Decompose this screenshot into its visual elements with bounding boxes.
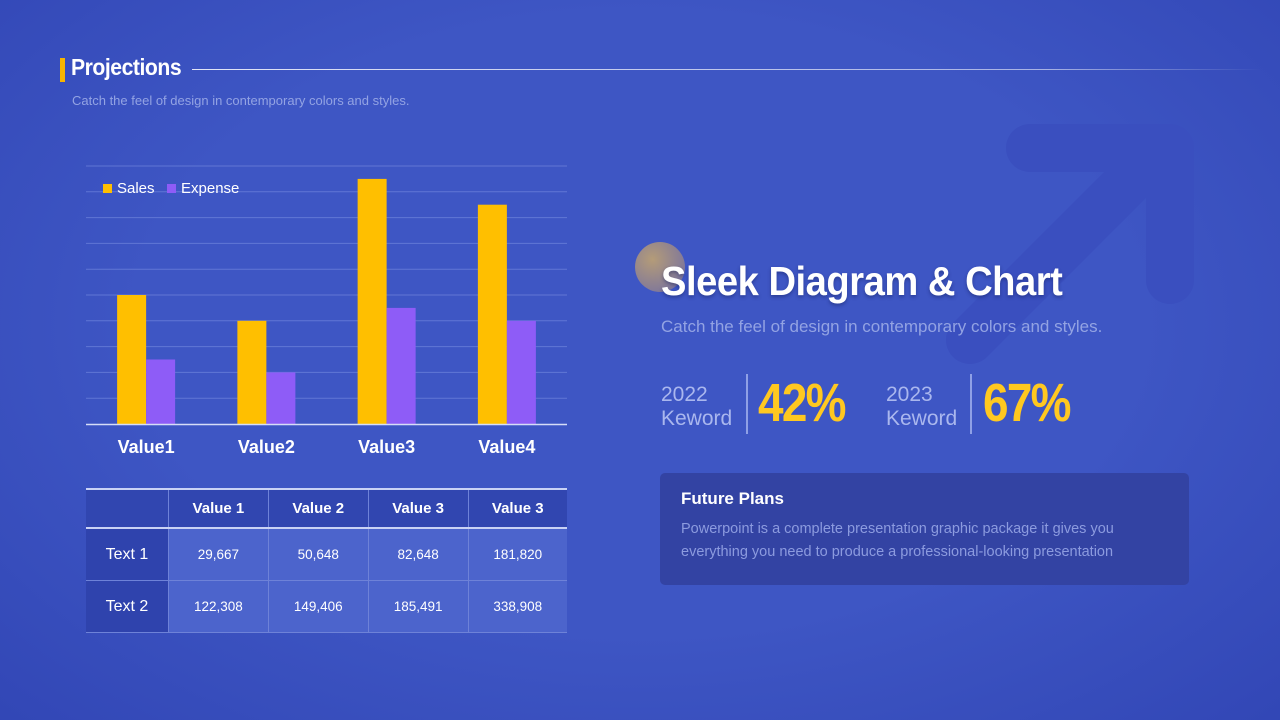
hero-subtitle: Catch the feel of design in contemporary… [661, 317, 1103, 336]
table-cell: 29,667 [167, 527, 269, 581]
table-header-row: Value 1 Value 2 Value 3 Value 3 [86, 488, 567, 529]
bar-expense-value4 [506, 320, 536, 424]
table-header-cell: Value 3 [467, 488, 567, 529]
x-tick-label: Value1 [118, 437, 175, 457]
bar-sales-value2 [237, 320, 267, 424]
table-cell: 82,648 [367, 527, 469, 581]
table-header-cell: Value 1 [167, 488, 269, 529]
page-title: Projections [71, 54, 182, 80]
table-row-label: Text 1 [86, 527, 169, 581]
stat-percentage: 67% [983, 373, 1071, 433]
stat-year-2022: 2022 Keword [661, 383, 732, 431]
stat-year: 2023 [886, 383, 933, 406]
table-row-label: Text 2 [86, 580, 169, 633]
legend-swatch-sales [103, 184, 112, 193]
legend-label-expense: Expense [181, 180, 240, 197]
bar-expense-value3 [386, 307, 416, 424]
stat-year: 2022 [661, 383, 708, 406]
future-plans-card: Future Plans Powerpoint is a complete pr… [660, 473, 1189, 585]
stat-label: Keword [886, 407, 958, 430]
table-cell: 185,491 [367, 580, 469, 633]
table-row: Text 2 122,308 149,406 185,491 338,908 [86, 580, 567, 633]
arrow-up-right-icon [946, 124, 1194, 364]
table-header-cell: Value 3 [367, 488, 469, 529]
x-tick-label: Value2 [238, 437, 295, 457]
page-subtitle: Catch the feel of design in contemporary… [72, 93, 410, 108]
legend-item-expense: Expense [167, 180, 239, 197]
title-divider-line [192, 69, 1262, 70]
table-cell: 50,648 [267, 527, 369, 581]
stat-year-2023: 2023 Keword [886, 383, 957, 431]
bar-sales-value3 [357, 178, 387, 424]
stat-divider [746, 374, 748, 434]
legend-item-sales: Sales [103, 180, 155, 197]
bar-chart: Value1 Value2 Value3 Value4 [86, 165, 567, 457]
legend-label-sales: Sales [117, 180, 155, 197]
table-cell: 338,908 [467, 580, 567, 633]
table-header-cell [86, 488, 169, 529]
title-accent-bar [60, 58, 65, 82]
bar-sales-value4 [477, 204, 507, 424]
table-cell: 149,406 [267, 580, 369, 633]
stat-label: Keword [661, 407, 733, 430]
table-cell: 122,308 [167, 580, 269, 633]
hero-title: Sleek Diagram & Chart [661, 258, 1063, 304]
data-table: Value 1 Value 2 Value 3 Value 3 Text 1 2… [86, 488, 567, 633]
future-plans-title: Future Plans [681, 489, 784, 508]
bar-sales-value1 [117, 295, 147, 424]
table-row: Text 1 29,667 50,648 82,648 181,820 [86, 527, 567, 581]
x-tick-label: Value3 [358, 437, 415, 457]
table-header-cell: Value 2 [267, 488, 369, 529]
x-tick-label: Value4 [478, 437, 535, 457]
bar-expense-value2 [266, 372, 296, 424]
table-cell: 181,820 [467, 527, 567, 581]
stat-percentage: 42% [758, 373, 846, 433]
legend-swatch-expense [167, 184, 176, 193]
decorative-circle [635, 242, 685, 292]
stat-divider [970, 374, 972, 434]
future-plans-text: Powerpoint is a complete presentation gr… [681, 521, 1114, 560]
bar-expense-value1 [146, 359, 176, 424]
